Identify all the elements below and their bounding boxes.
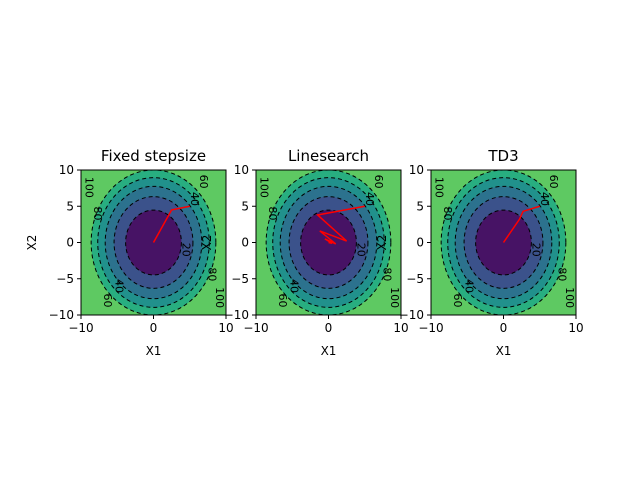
contour-label: 60 — [547, 175, 560, 189]
path-line — [502, 205, 540, 243]
x-tick-label: −10 — [68, 321, 93, 335]
contour-label: 60 — [101, 294, 114, 308]
contour-label: 40 — [113, 279, 126, 293]
contour-line-80 — [97, 177, 210, 308]
panel-title: Linesearch — [288, 147, 369, 165]
panel-title: Fixed stepsize — [101, 147, 206, 165]
y-tick-label: 0 — [66, 236, 74, 250]
contour-label: 20 — [354, 243, 367, 257]
contour-label: 100 — [563, 287, 576, 308]
contour-label: 60 — [276, 294, 289, 308]
contour-label: 60 — [197, 175, 210, 189]
x-tick-label: 0 — [325, 321, 333, 335]
y-tick-label: −5 — [406, 272, 424, 286]
contour-line-80 — [272, 177, 385, 308]
contour-line-100 — [90, 170, 217, 315]
y-axis-label: X2 — [200, 235, 214, 251]
x-axis-label: X1 — [321, 344, 337, 358]
y-tick-label: 0 — [416, 236, 424, 250]
contour-label: 40 — [188, 192, 201, 206]
y-axis-label: X2 — [375, 235, 389, 251]
path-line — [315, 205, 365, 245]
contour-line-40 — [288, 196, 369, 289]
contour-label: 80 — [91, 207, 104, 221]
x-tick-label: −10 — [243, 321, 268, 335]
x-axis-label: X1 — [146, 344, 162, 358]
contour-label: 40 — [288, 279, 301, 293]
contour-line-60 — [279, 185, 378, 300]
y-tick-label: 5 — [416, 199, 424, 213]
contour-label: 100 — [213, 287, 226, 308]
contour-line-80 — [447, 177, 560, 308]
x-tick-label: −10 — [418, 321, 443, 335]
contour-label: 80 — [381, 267, 394, 281]
x-tick-label: 0 — [500, 321, 508, 335]
contour-label: 60 — [451, 294, 464, 308]
contour-label: 80 — [206, 267, 219, 281]
y-tick-label: −10 — [49, 308, 74, 322]
y-tick-label: −5 — [231, 272, 249, 286]
contour-line-100 — [440, 170, 567, 315]
contour-label: 80 — [556, 267, 569, 281]
contour-label: 80 — [266, 207, 279, 221]
y-tick-label: 10 — [59, 163, 74, 177]
x-tick-label: 10 — [218, 321, 233, 335]
y-tick-label: −10 — [224, 308, 249, 322]
contour-label: 40 — [363, 192, 376, 206]
panel-title: TD3 — [487, 147, 518, 165]
contour-line-60 — [104, 185, 203, 300]
path-line — [152, 205, 190, 243]
y-axis-label: X2 — [25, 235, 39, 251]
contour-line-20 — [475, 209, 532, 276]
contour-line-20 — [300, 209, 357, 276]
contour-label: 20 — [529, 243, 542, 257]
y-tick-label: −5 — [56, 272, 74, 286]
y-tick-label: 5 — [66, 199, 74, 213]
y-tick-label: −10 — [399, 308, 424, 322]
contour-label: 60 — [372, 175, 385, 189]
y-tick-label: 5 — [241, 199, 249, 213]
x-axis-label: X1 — [496, 344, 512, 358]
contour-label: 100 — [388, 287, 401, 308]
contour-line-60 — [454, 185, 553, 300]
contour-label: 100 — [257, 177, 270, 198]
contour-label: 100 — [432, 177, 445, 198]
contour-label: 20 — [179, 243, 192, 257]
contour-line-40 — [463, 196, 544, 289]
x-tick-label: 0 — [150, 321, 158, 335]
contour-label: 40 — [538, 192, 551, 206]
contour-label: 40 — [463, 279, 476, 293]
contour-label: 100 — [82, 177, 95, 198]
contour-line-100 — [265, 170, 392, 315]
y-tick-label: 10 — [409, 163, 424, 177]
contour-line-20 — [125, 209, 182, 276]
x-tick-label: 10 — [568, 321, 583, 335]
y-tick-label: 0 — [241, 236, 249, 250]
contour-label: 80 — [441, 207, 454, 221]
contour-line-40 — [113, 196, 194, 289]
y-tick-label: 10 — [234, 163, 249, 177]
x-tick-label: 10 — [393, 321, 408, 335]
